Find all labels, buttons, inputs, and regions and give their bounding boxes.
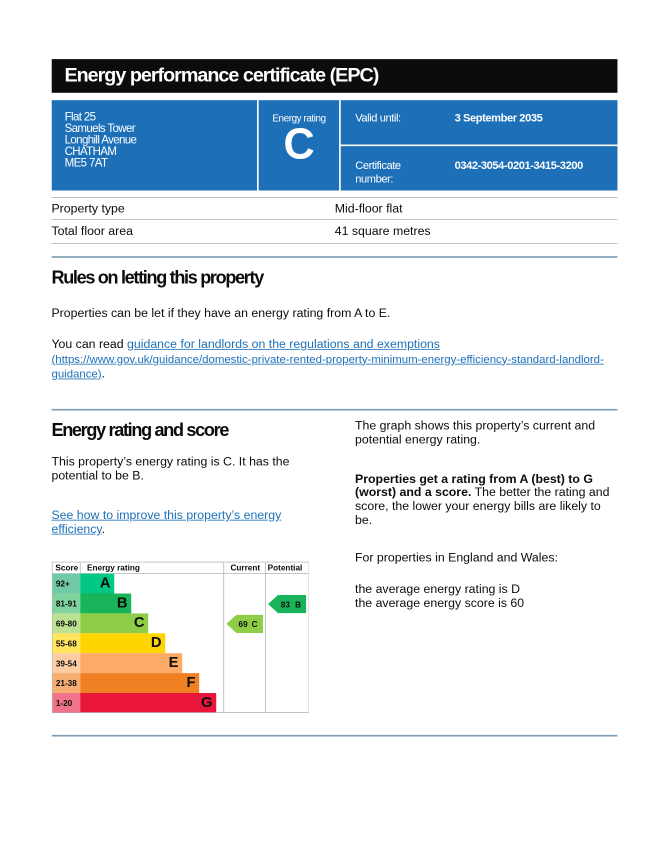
svg-text:Potential: Potential (267, 564, 302, 573)
svg-text:Energy rating: Energy rating (87, 564, 140, 573)
svg-text:C: C (134, 615, 145, 631)
svg-text:81-91: 81-91 (56, 600, 77, 609)
svg-text:F: F (186, 675, 195, 691)
svg-text:69: 69 (238, 620, 248, 629)
svg-text:G: G (201, 695, 213, 711)
svg-text:A: A (100, 576, 111, 592)
svg-text:69-80: 69-80 (56, 620, 77, 629)
svg-text:55-68: 55-68 (56, 640, 77, 649)
svg-text:21-38: 21-38 (56, 679, 77, 688)
svg-text:D: D (151, 635, 162, 651)
svg-text:39-54: 39-54 (56, 659, 77, 668)
svg-text:92+: 92+ (56, 580, 70, 589)
svg-text:E: E (168, 655, 178, 671)
svg-text:B: B (117, 595, 128, 611)
svg-text:Current: Current (230, 564, 260, 573)
svg-text:C: C (251, 620, 257, 629)
svg-text:Score: Score (55, 564, 78, 573)
svg-text:B: B (295, 600, 301, 609)
svg-text:83: 83 (281, 600, 291, 609)
svg-text:1-20: 1-20 (56, 699, 73, 708)
